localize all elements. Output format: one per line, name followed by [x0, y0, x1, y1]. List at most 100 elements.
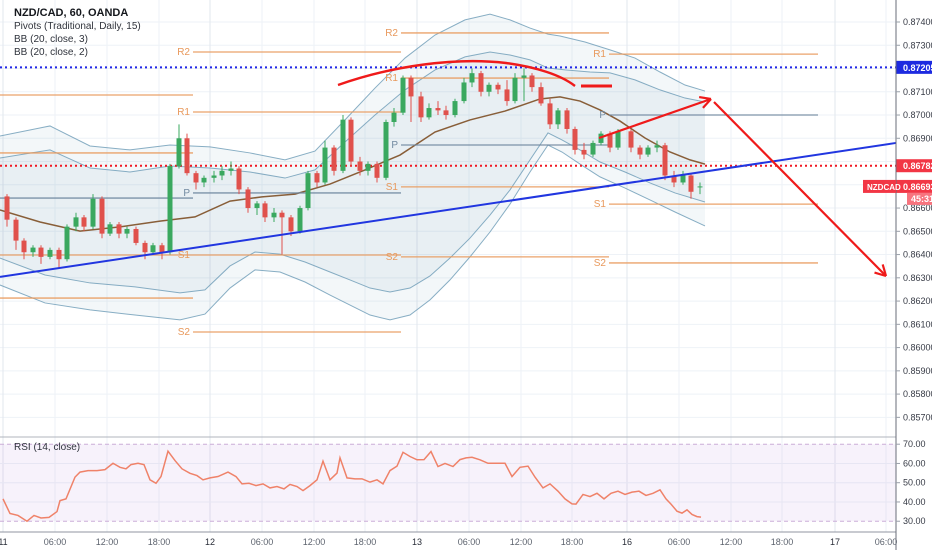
candle-body: [99, 198, 105, 234]
candle-body: [331, 147, 337, 171]
bb-upper3-line: [0, 13, 706, 161]
red-arrow-down[interactable]: [713, 101, 888, 278]
candle-body: [469, 73, 475, 83]
candle-body: [538, 87, 544, 104]
candle-body: [236, 168, 242, 190]
symbol-price-tag: NZDCAD: [863, 179, 901, 193]
rsi-tick-label: 60.00: [903, 458, 926, 468]
candle-body: [654, 145, 660, 148]
rsi-band: [0, 444, 896, 522]
pivot-label-r2: R2: [385, 28, 398, 39]
red-curve-drawing[interactable]: [337, 59, 576, 87]
candle-body: [262, 203, 268, 218]
candle-body: [133, 228, 139, 243]
candle-body: [340, 119, 346, 171]
pivot-label-s1: S1: [178, 250, 191, 261]
time-tick-label: 18:00: [354, 537, 377, 547]
candle-body: [637, 147, 643, 155]
red-line-price-label: 0.86782: [896, 159, 932, 173]
candle-body: [435, 108, 441, 111]
rsi-tick-label: 40.00: [903, 497, 926, 507]
candle-body: [159, 245, 165, 253]
red-arrow-up[interactable]: [598, 95, 712, 140]
time-tick-label: 12:00: [720, 537, 743, 547]
time-axis[interactable]: 11 06:00 12:00 18:00 12 06:00 12:00 18:00 13 06:0…: [0, 537, 897, 547]
candle-body: [167, 166, 173, 253]
candle-body: [297, 208, 303, 232]
candle-body: [374, 163, 380, 178]
candles-layer: [4, 68, 703, 269]
candle-body: [348, 119, 354, 162]
pivot-label-s1: S1: [386, 182, 399, 193]
candle-body: [245, 189, 251, 209]
candle-body: [228, 168, 234, 171]
time-tick-label: 18:00: [148, 537, 171, 547]
pivot-label-r1: R1: [593, 49, 606, 60]
blue-line-price-label: 0.87205: [896, 60, 932, 74]
bb-basis-line: [0, 96, 706, 232]
candle-body: [581, 149, 587, 155]
rsi-tick-label: 30.00: [903, 516, 926, 526]
pivot-label-p: P: [391, 140, 398, 151]
candle-body: [688, 175, 694, 192]
pivot-label-r2: R2: [177, 47, 190, 58]
candle-body: [47, 249, 53, 257]
time-tick-label: 18:00: [561, 537, 584, 547]
time-tick-label: 06:00: [875, 537, 898, 547]
bb-lower3-line: [0, 144, 706, 321]
bb-lower2-line: [0, 132, 706, 294]
candle-body: [21, 240, 27, 253]
time-tick-label: 16: [622, 537, 632, 547]
legend: NZD/CAD, 60, OANDA Pivots (Traditional, …: [14, 6, 141, 59]
pivot-label-r1: R1: [177, 107, 190, 118]
candle-body: [607, 133, 613, 148]
legend-item-bb3[interactable]: BB (20, close, 3): [14, 34, 88, 45]
symbol-title[interactable]: NZD/CAD, 60, OANDA: [14, 7, 129, 19]
candle-body: [13, 219, 19, 241]
candle-body: [90, 198, 96, 227]
candle-body: [504, 89, 510, 102]
time-tick-label: 17: [830, 537, 840, 547]
legend-item-bb2[interactable]: BB (20, close, 2): [14, 47, 88, 58]
last-price-label: 0.86693: [896, 179, 932, 193]
pivot-label-r1: R1: [385, 73, 398, 84]
candle-body: [628, 131, 634, 148]
candle-body: [81, 217, 87, 227]
time-tick-label: 12:00: [510, 537, 533, 547]
candle-body: [107, 224, 113, 234]
candle-body: [184, 138, 190, 174]
pivot-label-s2: S2: [594, 258, 607, 269]
rsi-pane: [0, 443, 896, 523]
drawings[interactable]: [0, 59, 897, 278]
candle-body: [529, 75, 535, 88]
candle-body: [38, 247, 44, 257]
legend-item-pivots[interactable]: Pivots (Traditional, Daily, 15): [14, 21, 141, 32]
candle-body: [142, 242, 148, 253]
time-tick-label: 18:00: [771, 537, 794, 547]
candle-body: [271, 212, 277, 218]
candle-body: [590, 142, 596, 155]
pivot-label-p: P: [599, 110, 606, 121]
time-tick-label: 06:00: [44, 537, 67, 547]
candle-body: [193, 173, 199, 183]
candle-body: [426, 108, 432, 118]
candle-body: [564, 110, 570, 129]
legend-item-rsi[interactable]: RSI (14, close): [14, 442, 81, 453]
candle-body: [116, 224, 122, 234]
time-tick-label: 06:00: [668, 537, 691, 547]
candle-body: [365, 163, 371, 171]
candle-body: [478, 73, 484, 92]
pane-separators[interactable]: [0, 436, 932, 533]
blue-trend-line[interactable]: [0, 141, 897, 278]
